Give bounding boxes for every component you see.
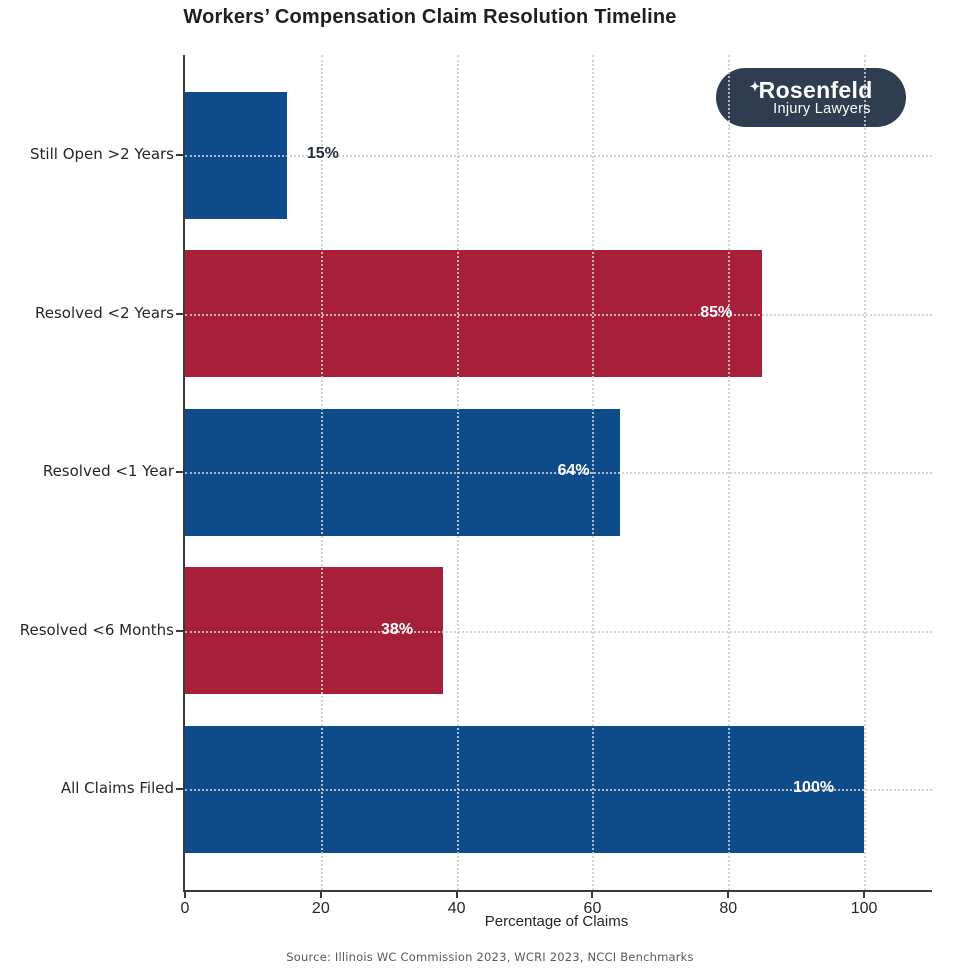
x-tick-mark	[184, 892, 186, 898]
x-tick-mark	[591, 892, 594, 898]
x-tick-label: 0	[180, 900, 190, 917]
y-tick-mark	[176, 154, 183, 156]
chart-title: Workers’ Compensation Claim Resolution T…	[183, 6, 677, 28]
value-label: 15%	[306, 145, 339, 162]
x-tick-mark	[455, 892, 458, 898]
y-tick-mark	[176, 629, 183, 632]
x-tick-label: 60	[583, 900, 602, 917]
source-note: Source: Illinois WC Commission 2023, WCR…	[286, 950, 694, 964]
y-axis-label: Still Open >2 Years	[30, 145, 174, 163]
y-axis-label: Resolved <1 Year	[42, 462, 174, 481]
y-axis-label: Resolved <6 Months	[19, 620, 174, 639]
logo-name-text: Rosenfeld	[758, 76, 873, 103]
y-tick-mark	[176, 788, 183, 791]
star-icon: ✦	[749, 78, 761, 94]
x-tick-mark	[863, 892, 866, 898]
x-axis-title: Percentage of Claims	[484, 913, 629, 930]
plot-area: 0 20 40 60 80 100 15% 85% 64% 38% 100%	[176, 55, 932, 917]
gridline-horizontal	[185, 789, 932, 792]
x-tick-mark	[319, 892, 322, 898]
value-label: 64%	[557, 462, 590, 480]
y-axis-labels: Still Open >2 Years Resolved <2 Years Reso…	[0, 55, 174, 890]
logo-name: ✦Rosenfeld	[716, 78, 906, 102]
y-axis-label: All Claims Filed	[60, 779, 174, 798]
x-tick-label: 20	[311, 900, 330, 917]
x-tick-label: 40	[447, 900, 466, 917]
rosenfeld-logo: ✦Rosenfeld Injury Lawyers	[716, 68, 906, 127]
value-label: 85%	[700, 303, 733, 321]
y-tick-mark	[176, 312, 183, 315]
y-tick-mark	[176, 471, 183, 474]
x-tick-label: 80	[719, 900, 738, 917]
gridline-horizontal	[185, 472, 932, 475]
y-axis-label: Resolved <2 Years	[35, 303, 174, 322]
gridline-horizontal	[185, 630, 932, 633]
x-tick-mark	[727, 892, 730, 898]
gridline-horizontal	[185, 155, 932, 157]
gridline-horizontal	[185, 313, 932, 316]
x-tick-label: 100	[850, 900, 878, 917]
value-label: 38%	[381, 620, 414, 638]
logo-tagline: Injury Lawyers	[773, 100, 871, 117]
value-label: 100%	[793, 779, 835, 797]
